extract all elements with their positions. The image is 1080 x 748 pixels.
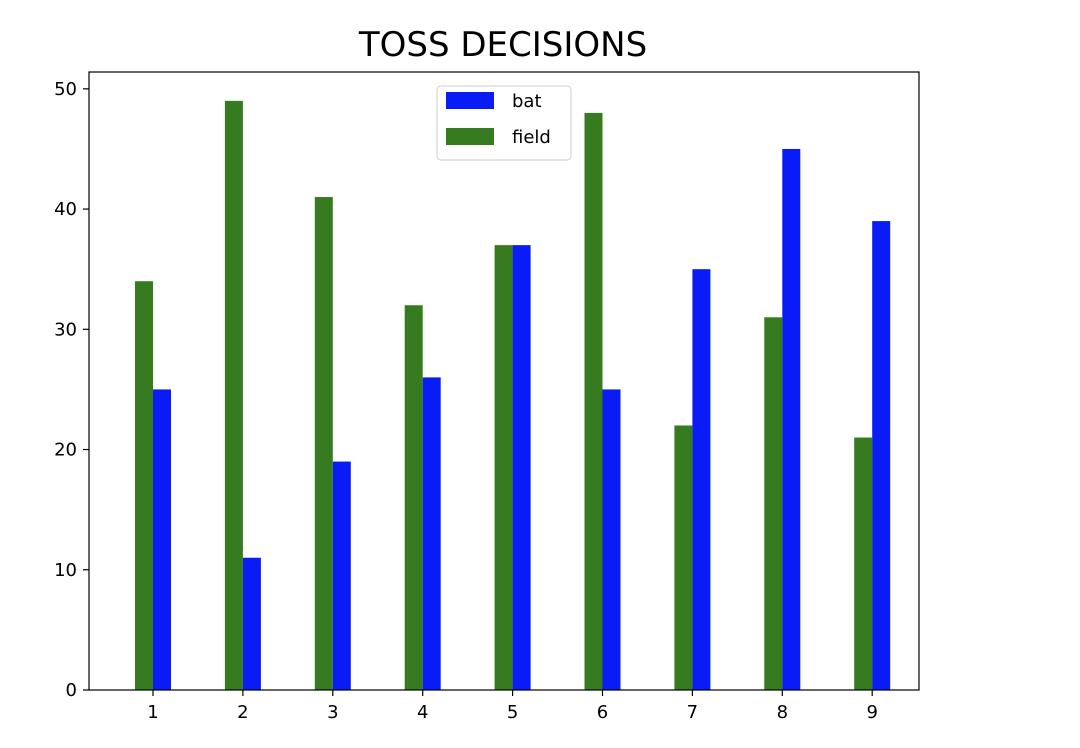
y-tick-label-0: 0: [66, 680, 77, 701]
bar-field-9: [854, 437, 873, 690]
bar-bat-9: [872, 221, 891, 691]
legend-swatch-bat: [446, 92, 494, 109]
x-tick-label-8: 8: [777, 702, 788, 723]
y-tick-label-50: 50: [54, 79, 77, 100]
legend-label-bat: bat: [512, 91, 542, 112]
bar-field-1: [135, 281, 153, 690]
bar-field-6: [584, 112, 603, 690]
bar-bat-5: [512, 245, 531, 691]
y-tick-label-10: 10: [54, 560, 77, 581]
y-tick-label-30: 30: [54, 319, 77, 340]
x-tick-label-6: 6: [597, 702, 608, 723]
bar-bat-7: [692, 269, 711, 690]
bar-bat-6: [602, 389, 621, 690]
x-tick-label-7: 7: [687, 702, 698, 723]
x-tick-label-3: 3: [327, 702, 338, 723]
plot-frame: [88, 71, 920, 691]
legend-swatch-field: [446, 128, 494, 145]
y-tick-label-40: 40: [54, 199, 77, 220]
bar-bat-4: [422, 377, 441, 690]
x-tick-label-9: 9: [866, 702, 877, 723]
bar-field-3: [314, 197, 333, 691]
y-tick-label-20: 20: [54, 440, 77, 461]
x-tick-label-5: 5: [507, 702, 518, 723]
x-tick-label-1: 1: [147, 702, 158, 723]
bar-field-7: [674, 425, 693, 690]
bar-field-8: [764, 317, 783, 690]
legend: bat field: [436, 85, 572, 161]
bars-layer: [135, 100, 891, 691]
bar-bat-8: [782, 148, 801, 691]
axes-layer: 0 10 20 30 40 50 1 2 3 4 5 6 7 8 9: [54, 71, 920, 723]
chart-title: TOSS DECISIONS: [358, 25, 647, 65]
bar-bat-3: [332, 461, 351, 690]
bar-field-2: [224, 100, 243, 691]
bar-bat-1: [153, 389, 171, 690]
bar-bat-2: [242, 557, 261, 690]
x-tick-label-2: 2: [237, 702, 248, 723]
bar-field-5: [494, 245, 513, 691]
bar-field-4: [404, 305, 423, 690]
legend-label-field: field: [512, 127, 551, 148]
x-tick-label-4: 4: [417, 702, 428, 723]
